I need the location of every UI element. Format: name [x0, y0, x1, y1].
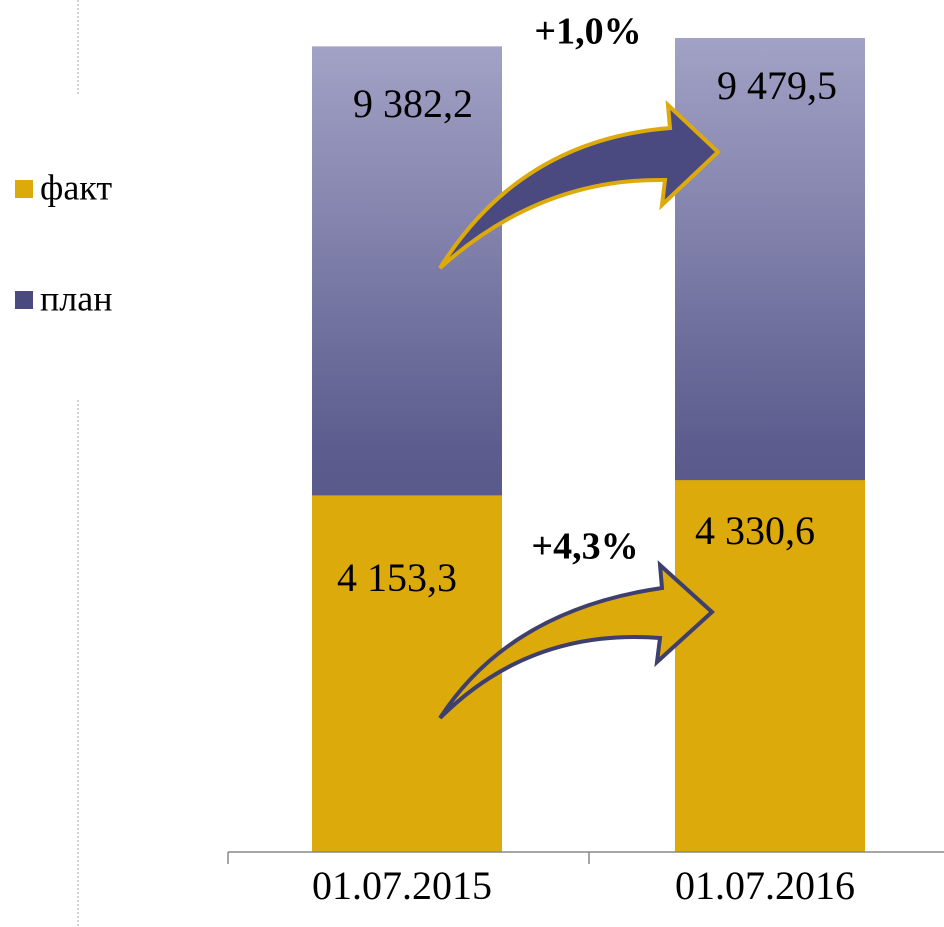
value-label: 4 153,3 [337, 555, 457, 600]
legend-label: план [40, 278, 112, 318]
annotation: +4,3% [531, 526, 638, 568]
arrow [438, 560, 715, 720]
x-tick-label: 01.07.2015 [312, 863, 492, 908]
bars [312, 38, 865, 852]
legend-swatch [15, 291, 33, 309]
value-label: 9 382,2 [353, 81, 473, 126]
bar [675, 480, 865, 852]
x-tick-label: 01.07.2016 [675, 863, 855, 908]
legend-swatch [15, 180, 33, 198]
legend-label: факт [40, 167, 112, 207]
value-label: 4 330,6 [695, 508, 815, 553]
bar [312, 495, 502, 852]
arrow [438, 99, 721, 270]
annotation: +1,0% [534, 11, 641, 53]
value-label: 9 479,5 [717, 63, 837, 108]
